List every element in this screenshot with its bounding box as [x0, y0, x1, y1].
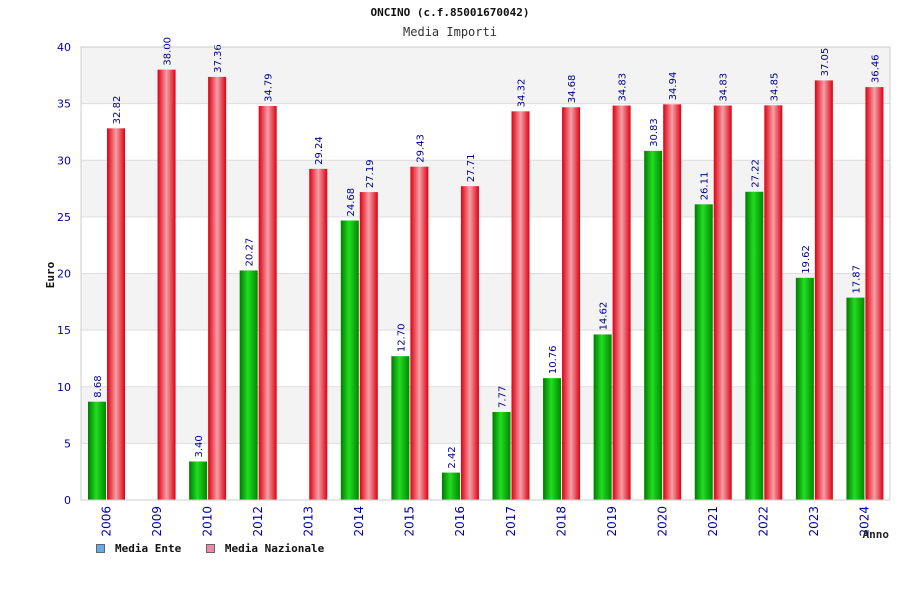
- bar-media-nazionale: [562, 107, 581, 501]
- data-label: 34.94: [668, 72, 679, 101]
- bar-media-nazionale: [865, 87, 884, 500]
- bar-media-ente: [189, 461, 208, 500]
- y-tick-label: 40: [57, 41, 71, 54]
- x-tick-label: 2023: [807, 506, 821, 537]
- data-label: 34.83: [719, 73, 730, 102]
- bar-media-nazionale: [208, 76, 227, 500]
- bar-media-nazionale: [814, 80, 833, 500]
- data-label: 38.00: [163, 37, 174, 66]
- bar-media-ente: [88, 401, 106, 500]
- bar-media-ente: [441, 472, 460, 500]
- legend-swatch: [96, 544, 105, 553]
- x-tick-label: 2019: [605, 506, 619, 537]
- data-label: 10.76: [548, 346, 559, 375]
- data-label: 3.40: [194, 435, 205, 457]
- data-label: 2.42: [447, 446, 458, 468]
- bar-media-nazionale: [410, 166, 429, 500]
- bar-media-ente: [795, 277, 814, 500]
- data-label: 8.68: [93, 375, 104, 397]
- x-tick-label: 2006: [99, 506, 113, 537]
- x-tick-label: 2020: [655, 506, 669, 537]
- legend-swatch: [205, 544, 215, 553]
- x-tick-label: 2010: [200, 506, 214, 537]
- plot-border: [80, 46, 891, 501]
- x-tick-label: 2009: [150, 506, 164, 537]
- y-tick-label: 10: [57, 381, 71, 394]
- data-label: 34.68: [567, 75, 578, 104]
- bar-media-ente: [694, 204, 713, 500]
- x-tick-label: 2024: [858, 506, 872, 537]
- y-tick-label: 30: [57, 154, 71, 167]
- data-label: 36.46: [870, 54, 881, 83]
- data-label: 30.83: [649, 118, 660, 147]
- legend: Media Ente Media Nazionale: [96, 542, 342, 556]
- data-label: 29.43: [415, 134, 426, 163]
- x-tick-label: 2016: [453, 506, 467, 537]
- y-tick-label: 25: [57, 211, 71, 224]
- data-label: 37.36: [213, 44, 224, 73]
- bar-media-nazionale: [107, 128, 125, 500]
- data-label: 29.24: [314, 136, 325, 165]
- bar-media-ente: [644, 150, 663, 500]
- bar-media-nazionale: [460, 186, 479, 500]
- y-tick-label: 0: [64, 494, 71, 507]
- data-label: 27.71: [466, 154, 477, 183]
- y-tick-label: 15: [57, 324, 71, 337]
- data-label: 12.70: [396, 324, 407, 353]
- legend-item-media-nazionale: Media Nazionale: [205, 542, 325, 555]
- legend-item-media-ente: Media Ente: [96, 542, 181, 555]
- y-axis-label: Euro: [44, 261, 57, 288]
- bar-media-ente: [391, 356, 410, 500]
- x-tick-label: 2018: [554, 506, 568, 537]
- bar-media-nazionale: [612, 105, 631, 501]
- data-label: 27.22: [750, 159, 761, 188]
- data-label: 17.87: [851, 265, 862, 294]
- data-label: 34.32: [517, 79, 528, 108]
- y-tick-label: 5: [64, 437, 71, 450]
- bar-media-ente: [846, 297, 865, 500]
- x-tick-label: 2012: [251, 506, 265, 537]
- data-label: 7.77: [498, 386, 509, 408]
- data-label: 14.62: [599, 302, 610, 331]
- bar-media-nazionale: [764, 105, 783, 500]
- bar-media-nazionale: [713, 105, 732, 501]
- chart-subtitle: Media Importi: [403, 25, 497, 39]
- y-tick-label: 20: [57, 268, 71, 281]
- bar-media-ente: [340, 220, 359, 500]
- data-label: 34.85: [769, 73, 780, 102]
- bar-media-nazionale: [359, 192, 378, 501]
- chart-title: ONCINO (c.f.85001670042): [370, 6, 530, 19]
- data-label: 34.79: [264, 73, 275, 102]
- x-tick-label: 2017: [504, 506, 518, 537]
- data-label: 32.82: [112, 96, 123, 125]
- bar-media-nazionale: [511, 111, 530, 501]
- data-label: 27.19: [365, 159, 376, 188]
- legend-label: Media Nazionale: [224, 542, 325, 555]
- bar-media-nazionale: [309, 168, 328, 500]
- bar-media-ente: [492, 412, 511, 500]
- bar-media-nazionale: [663, 104, 682, 500]
- x-tick-label: 2022: [757, 506, 771, 537]
- data-label: 24.68: [346, 188, 357, 217]
- data-label: 20.27: [245, 238, 256, 267]
- bar-media-nazionale: [157, 69, 176, 501]
- x-tick-label: 2013: [302, 506, 316, 537]
- bar-media-ente: [543, 378, 562, 500]
- bar-media-ente: [593, 334, 612, 500]
- x-tick-label: 2021: [706, 506, 720, 537]
- bar-media-nazionale: [258, 106, 277, 501]
- x-tick-label: 2014: [352, 506, 366, 537]
- data-label: 37.05: [820, 48, 831, 77]
- data-label: 19.62: [801, 245, 812, 274]
- y-tick-label: 35: [57, 98, 71, 111]
- bar-media-ente: [239, 270, 258, 500]
- x-tick-label: 2015: [403, 506, 417, 537]
- data-label: 34.83: [618, 73, 629, 102]
- legend-label: Media Ente: [115, 542, 182, 555]
- x-axis-label: Anno: [863, 528, 890, 541]
- data-label: 26.11: [700, 172, 711, 201]
- bar-media-ente: [745, 191, 764, 500]
